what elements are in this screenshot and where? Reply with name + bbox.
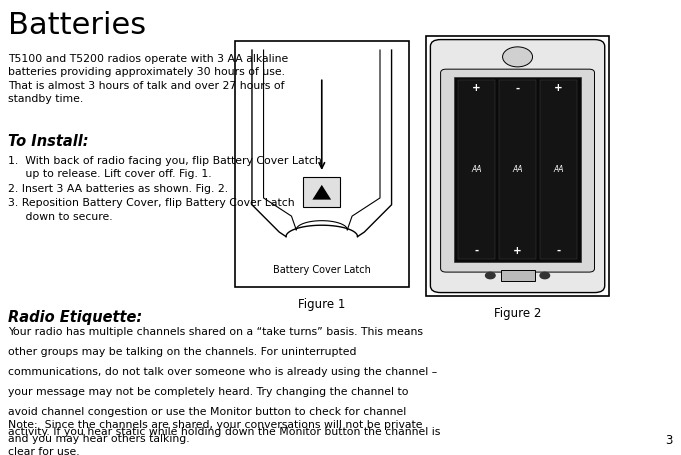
FancyBboxPatch shape bbox=[441, 69, 595, 272]
Text: To Install:: To Install: bbox=[8, 134, 89, 149]
Bar bbox=[454, 77, 581, 262]
Text: Figure 2: Figure 2 bbox=[494, 307, 541, 320]
Text: 2. Insert 3 AA batteries as shown. Fig. 2.: 2. Insert 3 AA batteries as shown. Fig. … bbox=[8, 184, 228, 194]
Text: Batteries: Batteries bbox=[8, 11, 146, 40]
Text: Battery Cover Latch: Battery Cover Latch bbox=[273, 265, 370, 275]
Bar bbox=[458, 80, 495, 259]
Text: clear for use.: clear for use. bbox=[8, 447, 80, 455]
Text: Note:  Since the channels are shared, your conversations will not be private: Note: Since the channels are shared, you… bbox=[8, 420, 423, 430]
Circle shape bbox=[486, 272, 495, 278]
Text: 1.  With back of radio facing you, flip Battery Cover Latch
     up to release. : 1. With back of radio facing you, flip B… bbox=[8, 156, 322, 179]
Text: -: - bbox=[556, 246, 560, 256]
Bar bbox=[426, 36, 609, 296]
Text: activity. If you hear static while holding down the Monitor button the channel i: activity. If you hear static while holdi… bbox=[8, 427, 441, 437]
Text: communications, do not talk over someone who is already using the channel –: communications, do not talk over someone… bbox=[8, 367, 437, 377]
Text: AA: AA bbox=[471, 165, 482, 174]
Polygon shape bbox=[313, 185, 331, 200]
Text: Radio Etiquette:: Radio Etiquette: bbox=[8, 310, 142, 325]
Text: avoid channel congestion or use the Monitor button to check for channel: avoid channel congestion or use the Moni… bbox=[8, 407, 407, 417]
Text: and you may hear others talking.: and you may hear others talking. bbox=[8, 434, 190, 444]
Text: 3. Reposition Battery Cover, flip Battery Cover Latch
     down to secure.: 3. Reposition Battery Cover, flip Batter… bbox=[8, 198, 295, 222]
Text: your message may not be completely heard. Try changing the channel to: your message may not be completely heard… bbox=[8, 387, 409, 397]
Circle shape bbox=[503, 47, 533, 67]
Text: +: + bbox=[513, 246, 522, 256]
Bar bbox=[235, 41, 409, 287]
Text: AA: AA bbox=[512, 165, 523, 174]
FancyBboxPatch shape bbox=[430, 40, 605, 293]
Bar bbox=[303, 177, 340, 207]
Text: +: + bbox=[554, 83, 563, 93]
Text: -: - bbox=[475, 246, 479, 256]
Text: -: - bbox=[516, 83, 520, 93]
Bar bbox=[501, 270, 535, 281]
Text: 3: 3 bbox=[665, 434, 673, 447]
Text: other groups may be talking on the channels. For uninterrupted: other groups may be talking on the chann… bbox=[8, 347, 357, 357]
Circle shape bbox=[540, 272, 550, 278]
Text: AA: AA bbox=[553, 165, 564, 174]
Text: T5100 and T5200 radios operate with 3 AA alkaline
batteries providing approximat: T5100 and T5200 radios operate with 3 AA… bbox=[8, 54, 289, 105]
Text: Figure 1: Figure 1 bbox=[298, 298, 345, 311]
Bar bbox=[540, 80, 577, 259]
Text: +: + bbox=[473, 83, 481, 93]
Text: Your radio has multiple channels shared on a “take turns” basis. This means: Your radio has multiple channels shared … bbox=[8, 327, 423, 337]
Bar bbox=[499, 80, 536, 259]
